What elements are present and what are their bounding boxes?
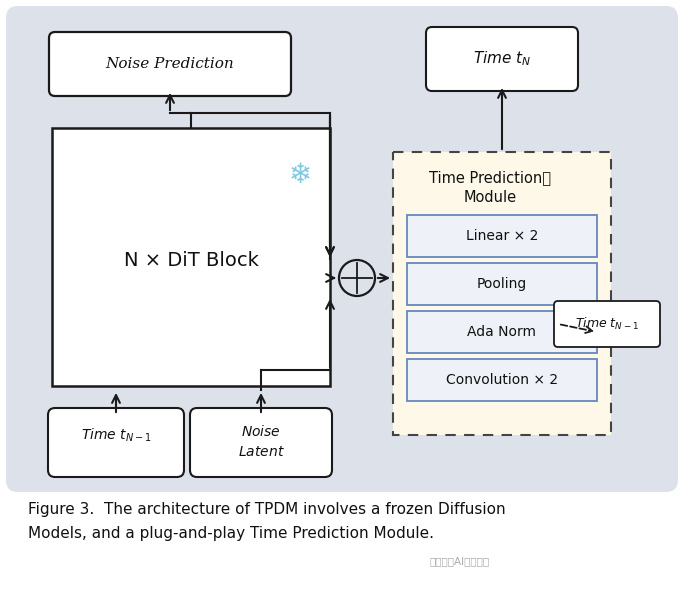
FancyBboxPatch shape — [393, 152, 611, 435]
Text: Models, and a plug-and-play Time Prediction Module.: Models, and a plug-and-play Time Predict… — [28, 526, 434, 541]
FancyBboxPatch shape — [190, 408, 332, 477]
Text: $\it{Time}$ $t_N$: $\it{Time}$ $t_N$ — [473, 50, 531, 68]
FancyBboxPatch shape — [52, 128, 330, 386]
Text: $\it{Time}$ $t_{N-1}$: $\it{Time}$ $t_{N-1}$ — [80, 426, 151, 444]
Text: Time Prediction🔥: Time Prediction🔥 — [429, 170, 551, 185]
FancyBboxPatch shape — [49, 32, 291, 96]
Text: Figure 3.  The architecture of TPDM involves a frozen Diffusion: Figure 3. The architecture of TPDM invol… — [28, 502, 506, 517]
FancyBboxPatch shape — [6, 6, 678, 492]
FancyBboxPatch shape — [407, 263, 597, 305]
FancyBboxPatch shape — [407, 311, 597, 353]
Text: $\it{Time}$ $t_{N-1}$: $\it{Time}$ $t_{N-1}$ — [575, 316, 639, 332]
Text: Noise Prediction: Noise Prediction — [106, 57, 234, 71]
Text: Ada Norm: Ada Norm — [467, 325, 537, 339]
FancyBboxPatch shape — [407, 215, 597, 257]
Text: $\it{Noise}$: $\it{Noise}$ — [241, 425, 281, 439]
Text: Linear × 2: Linear × 2 — [466, 229, 538, 243]
Text: Module: Module — [464, 191, 517, 205]
Text: Pooling: Pooling — [477, 277, 527, 291]
Text: N × DiT Block: N × DiT Block — [124, 251, 258, 269]
FancyBboxPatch shape — [48, 408, 184, 477]
FancyBboxPatch shape — [426, 27, 578, 91]
FancyBboxPatch shape — [554, 301, 660, 347]
Text: $\it{Latent}$: $\it{Latent}$ — [238, 445, 284, 459]
Text: Convolution × 2: Convolution × 2 — [446, 373, 558, 387]
Text: ❄: ❄ — [289, 161, 312, 189]
Text: 公众号：AI生成未来: 公众号：AI生成未来 — [430, 556, 490, 566]
FancyBboxPatch shape — [407, 359, 597, 401]
